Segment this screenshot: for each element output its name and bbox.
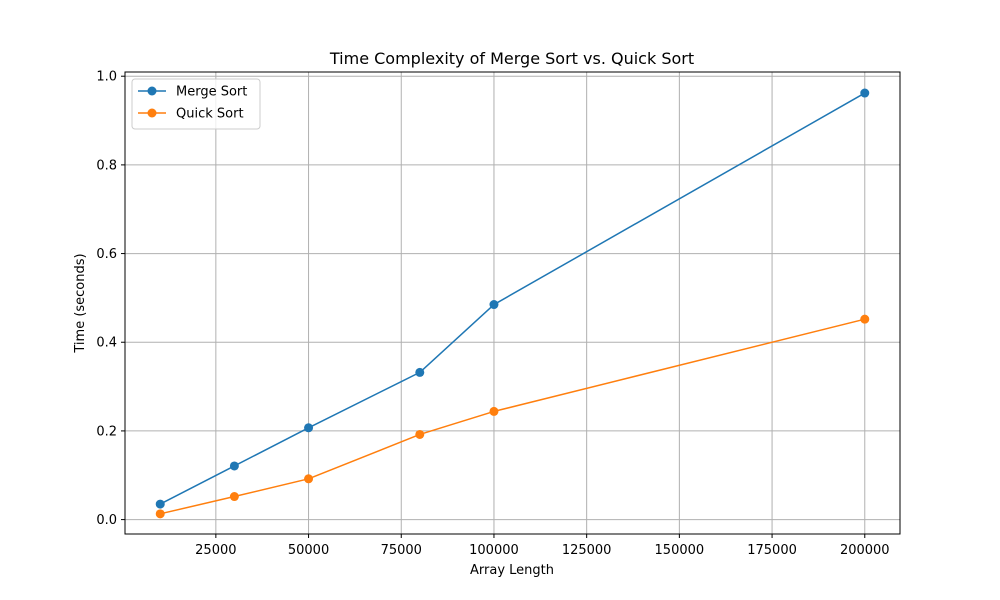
chart-title: Time Complexity of Merge Sort vs. Quick …	[329, 49, 694, 68]
merge-sort-point	[415, 367, 425, 377]
quick-sort-point	[415, 429, 425, 439]
y-tick-label: 0.2	[96, 424, 117, 439]
y-axis: 0.0 0.2 0.4 0.6 0.8 1.0	[96, 70, 125, 528]
x-axis: 25000 50000 75000 100000 125000 150000 175000 2…	[195, 534, 890, 558]
quick-sort-line	[160, 318, 865, 515]
merge-sort-line	[159, 92, 866, 505]
x-tick-label: 100000	[469, 543, 519, 558]
x-tick-label: 75000	[381, 543, 422, 558]
quick-sort-point	[155, 509, 165, 519]
merge-sort-point	[229, 461, 239, 471]
y-tick-label: 0.6	[96, 247, 117, 262]
legend: Merge Sort Quick Sort	[131, 78, 261, 130]
merge-sort-point	[304, 423, 314, 433]
x-tick-label: 25000	[195, 543, 236, 558]
y-tick-label: 0.8	[96, 158, 117, 173]
x-tick-label: 50000	[288, 543, 329, 558]
x-tick-label: 125000	[562, 543, 612, 558]
x-axis-label: Array Length	[470, 563, 554, 578]
series-layer	[155, 88, 870, 519]
grid	[125, 72, 900, 534]
merge-sort-point	[155, 499, 165, 509]
y-axis-label: Time (seconds)	[73, 253, 88, 353]
legend-quick-sort-label: Quick Sort	[176, 107, 244, 122]
quick-sort-point	[304, 474, 314, 484]
y-tick-label: 1.0	[96, 70, 117, 85]
quick-sort-point	[229, 492, 239, 502]
y-tick-label: 0.4	[96, 336, 117, 351]
x-tick-label: 150000	[655, 543, 705, 558]
legend-merge-sort-marker	[147, 86, 157, 96]
plot-area	[124, 71, 901, 535]
x-tick-label: 175000	[747, 543, 797, 558]
legend-quick-sort-marker	[147, 108, 157, 118]
x-tick-label: 200000	[840, 543, 890, 558]
quick-sort-point	[489, 406, 499, 416]
y-tick-label: 0.0	[96, 513, 117, 528]
quick-sort-point	[860, 314, 870, 324]
merge-sort-point	[860, 88, 870, 98]
merge-sort-point	[489, 300, 499, 310]
legend-merge-sort-label: Merge Sort	[176, 85, 247, 100]
